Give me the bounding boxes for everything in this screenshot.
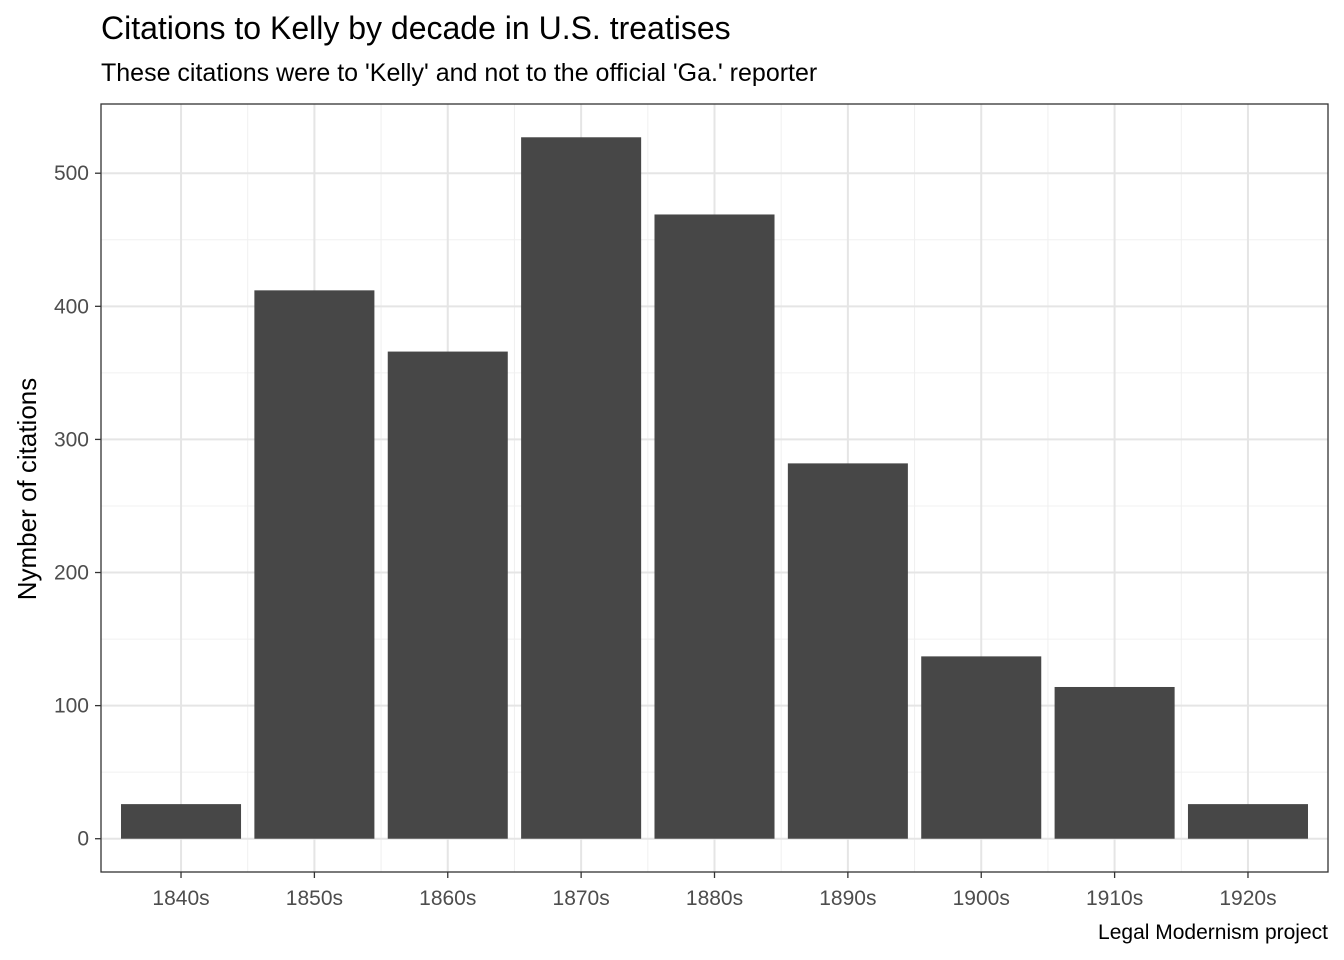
- axes: 0 100 200 300 400 500 1840s 1850s 1860s 1870s 1880…: [54, 162, 1277, 910]
- x-tick-label-1860s: 1860s: [419, 887, 476, 910]
- y-tick-label: 200: [54, 562, 89, 585]
- bar-1850s: [254, 290, 375, 839]
- bar-1870s: [521, 137, 642, 839]
- x-tick-label-1850s: 1850s: [286, 887, 343, 910]
- bar-1880s: [654, 214, 775, 839]
- x-tick-label-1870s: 1870s: [553, 887, 610, 910]
- bar-1840s: [121, 804, 242, 839]
- bar-1900s: [921, 656, 1042, 839]
- y-axis-title: Nymber of citations: [12, 378, 42, 601]
- bar-1920s: [1187, 804, 1308, 839]
- y-tick-label: 500: [54, 162, 89, 185]
- chart-subtitle: These citations were to 'Kelly' and not …: [101, 59, 818, 87]
- bar-1890s: [787, 463, 908, 839]
- x-tick-label-1900s: 1900s: [953, 887, 1010, 910]
- x-tick-label-1910s: 1910s: [1086, 887, 1143, 910]
- y-tick-label: 100: [54, 695, 89, 718]
- bar-1860s: [387, 351, 508, 839]
- y-tick-label: 400: [54, 295, 89, 318]
- bars: [121, 137, 1308, 839]
- chart-title: Citations to Kelly by decade in U.S. tre…: [101, 10, 731, 46]
- y-tick-label: 300: [54, 428, 89, 451]
- chart-caption: Legal Modernism project: [1098, 921, 1328, 944]
- x-tick-label-1920s: 1920s: [1219, 887, 1276, 910]
- y-tick-label: 0: [77, 828, 89, 851]
- x-tick-label-1890s: 1890s: [819, 887, 876, 910]
- bar-1910s: [1054, 686, 1175, 839]
- x-tick-label-1840s: 1840s: [152, 887, 209, 910]
- x-tick-label-1880s: 1880s: [686, 887, 743, 910]
